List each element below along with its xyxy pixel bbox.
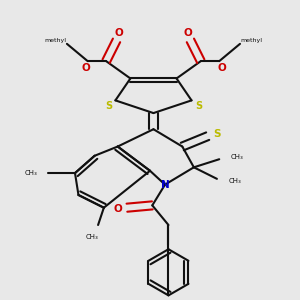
- Text: CH₃: CH₃: [231, 154, 244, 160]
- Text: O: O: [81, 63, 90, 73]
- Text: methyl: methyl: [44, 38, 66, 43]
- Text: methyl: methyl: [241, 38, 262, 43]
- Text: O: O: [115, 28, 123, 38]
- Text: CH₃: CH₃: [86, 233, 99, 239]
- Text: O: O: [113, 204, 122, 214]
- Text: N: N: [160, 180, 169, 190]
- Text: O: O: [184, 28, 193, 38]
- Text: S: S: [213, 129, 221, 139]
- Text: CH₃: CH₃: [229, 178, 241, 184]
- Text: CH₃: CH₃: [24, 170, 37, 176]
- Text: S: S: [105, 101, 112, 111]
- Text: O: O: [217, 63, 226, 73]
- Text: S: S: [195, 101, 202, 111]
